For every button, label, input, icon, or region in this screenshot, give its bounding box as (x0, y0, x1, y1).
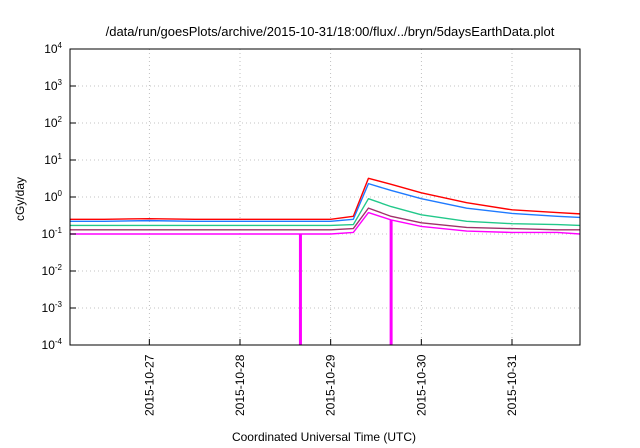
x-tick-label: 2015-10-28 (233, 354, 247, 416)
y-tick-label: 103 (44, 78, 62, 93)
y-tick-label: 10-4 (42, 337, 63, 352)
series-layer (70, 177, 581, 235)
y-tick-label: 104 (44, 41, 62, 56)
y-tick-label: 102 (44, 115, 62, 130)
x-tick-label: 2015-10-27 (142, 354, 156, 416)
x-axis-label: Coordinated Universal Time (UTC) (232, 430, 416, 444)
y-axis-label: cGy/day (13, 177, 27, 221)
x-tick-label: 2015-10-29 (324, 354, 338, 416)
chart-title: /data/run/goesPlots/archive/2015-10-31/1… (106, 24, 555, 39)
series-line-3 (70, 197, 581, 227)
y-tick-label: 10-1 (42, 226, 63, 241)
series-line-5 (70, 211, 581, 235)
x-tick-label: 2015-10-31 (505, 354, 519, 416)
x-tick-label: 2015-10-30 (414, 354, 428, 416)
y-tick-label: 10-3 (42, 300, 63, 315)
drop-lines (298, 219, 393, 345)
series-line-2 (70, 182, 581, 223)
y-tick-label: 10-2 (42, 263, 63, 278)
grid (70, 48, 580, 346)
y-tick-label: 101 (44, 152, 62, 167)
series-line-4 (70, 207, 580, 231)
x-axis: 2015-10-27 2015-10-28 2015-10-29 2015-10-30… (142, 339, 519, 416)
series-line-1 (70, 177, 581, 220)
y-axis: 104 103 102 101 100 10-1 10-2 10-3 10-4 (42, 41, 76, 352)
y-tick-label: 100 (44, 189, 62, 204)
